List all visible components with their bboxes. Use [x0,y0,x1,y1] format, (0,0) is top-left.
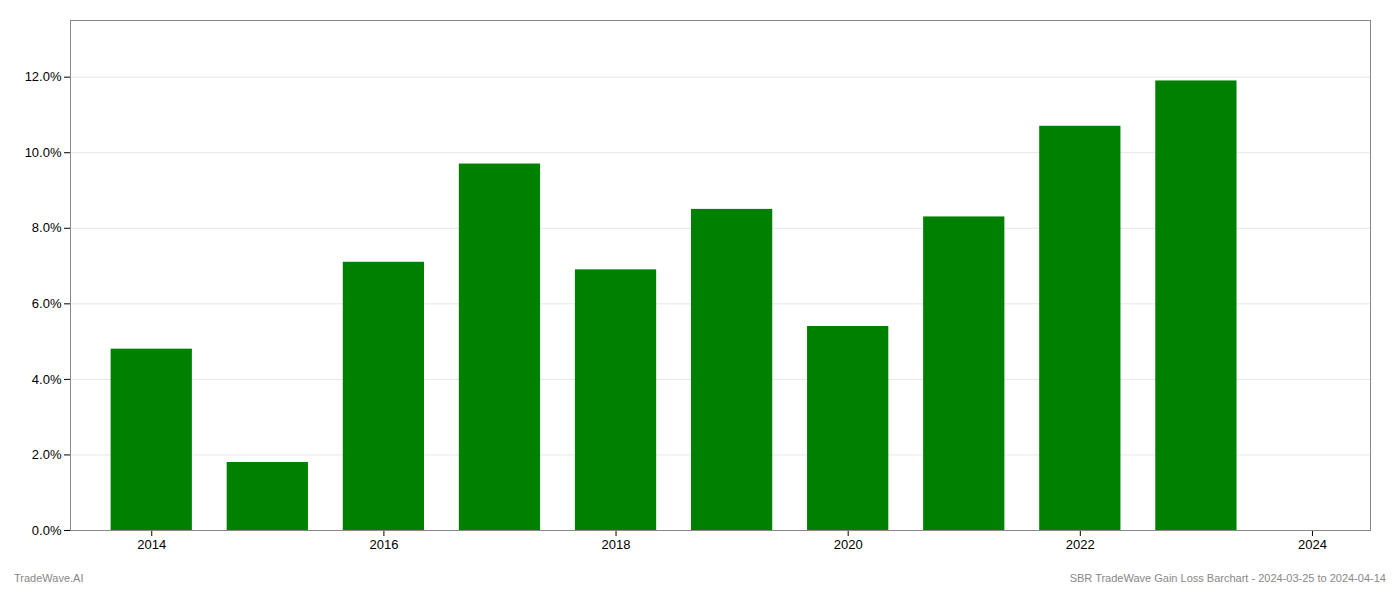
svg-text:2022: 2022 [1066,537,1095,552]
svg-text:10.0%: 10.0% [25,145,62,160]
svg-text:4.0%: 4.0% [32,372,62,387]
svg-text:6.0%: 6.0% [32,296,62,311]
svg-text:2016: 2016 [369,537,398,552]
html-text:TradeWave.AI: TradeWave.AI [14,572,84,584]
svg-text:2024: 2024 [1298,537,1327,552]
svg-text:0.0%: 0.0% [32,523,62,538]
svg-text:2014: 2014 [137,537,166,552]
svg-text:2018: 2018 [602,537,631,552]
svg-text:12.0%: 12.0% [25,69,62,84]
html-text:SBR TradeWave Gain Loss Barcha: SBR TradeWave Gain Loss Barchart - 2024-… [1069,572,1386,584]
svg-text:8.0%: 8.0% [32,220,62,235]
svg-text:2020: 2020 [834,537,863,552]
svg-text:2.0%: 2.0% [32,447,62,462]
